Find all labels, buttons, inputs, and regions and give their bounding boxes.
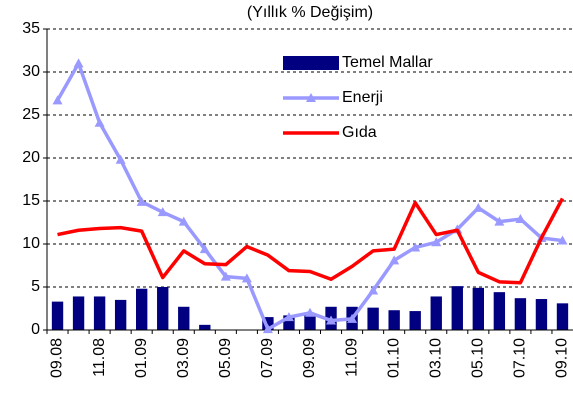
line	[55, 61, 563, 331]
bar	[409, 311, 421, 330]
marker	[136, 196, 147, 206]
bar	[367, 307, 379, 330]
legend-label: Temel Mallar	[342, 54, 433, 71]
x-tick-label: 01.09	[133, 338, 150, 378]
marker	[347, 313, 358, 323]
marker	[157, 207, 168, 217]
marker	[199, 244, 210, 254]
marker	[283, 312, 294, 322]
marker	[73, 58, 84, 68]
y-tick-label: 25	[22, 106, 40, 123]
bar	[535, 299, 548, 330]
y-tick-label: 15	[22, 192, 40, 209]
y-tick-label: 10	[22, 235, 40, 252]
marker	[389, 255, 400, 265]
bar	[72, 296, 85, 330]
marker	[52, 95, 63, 105]
marker	[326, 315, 337, 325]
legend-swatch	[283, 56, 339, 70]
marker	[431, 237, 442, 247]
marker	[305, 307, 315, 317]
x-tick-label: 03.09	[175, 338, 192, 378]
x-tick-label: 09.10	[554, 338, 571, 378]
marker	[494, 216, 505, 226]
chart-title: (Yıllık % Değişim)	[247, 4, 373, 21]
y-tick-label: 5	[31, 278, 40, 295]
marker	[368, 285, 379, 295]
x-tick-label: 05.09	[217, 338, 234, 378]
marker	[94, 117, 105, 127]
marker	[178, 216, 189, 226]
y-tick-label: 35	[22, 20, 40, 37]
marker	[515, 214, 526, 224]
x-tick-label: 11.09	[343, 338, 360, 377]
legend-marker	[306, 93, 316, 102]
bar	[199, 324, 211, 330]
bar	[283, 315, 295, 330]
bar	[388, 310, 400, 330]
bar	[472, 287, 485, 330]
bar	[493, 292, 506, 330]
bar	[114, 299, 127, 330]
marker	[115, 154, 126, 164]
x-tick-label: 01.10	[385, 338, 402, 378]
bar	[304, 313, 316, 330]
bar	[430, 296, 442, 330]
bar	[262, 317, 274, 330]
marker	[241, 273, 252, 283]
bar	[51, 301, 64, 330]
bar	[178, 306, 190, 330]
y-tick-label: 0	[31, 321, 40, 338]
bar	[514, 298, 527, 330]
marker	[262, 324, 273, 334]
y-tick-label: 20	[22, 149, 40, 166]
marker	[410, 242, 421, 252]
bar	[451, 286, 463, 330]
marker	[473, 202, 484, 212]
x-tick-label: 11.08	[91, 338, 108, 377]
bar	[93, 296, 106, 330]
bar	[135, 288, 148, 330]
line	[57, 197, 565, 285]
legend-label: Gıda	[342, 124, 377, 141]
x-tick-label: 05.10	[470, 338, 487, 378]
marker	[557, 235, 568, 245]
x-tick-label: 09.09	[301, 338, 318, 378]
y-tick-label: 30	[22, 63, 40, 80]
bar	[157, 287, 169, 330]
x-tick-label: 07.10	[512, 338, 529, 378]
bar	[556, 303, 569, 330]
legend-label: Enerji	[342, 89, 383, 106]
x-tick-label: 07.09	[259, 338, 276, 378]
x-tick-label: 03.10	[427, 338, 444, 378]
marker	[220, 271, 231, 281]
x-tick-label: 09.08	[49, 338, 66, 378]
